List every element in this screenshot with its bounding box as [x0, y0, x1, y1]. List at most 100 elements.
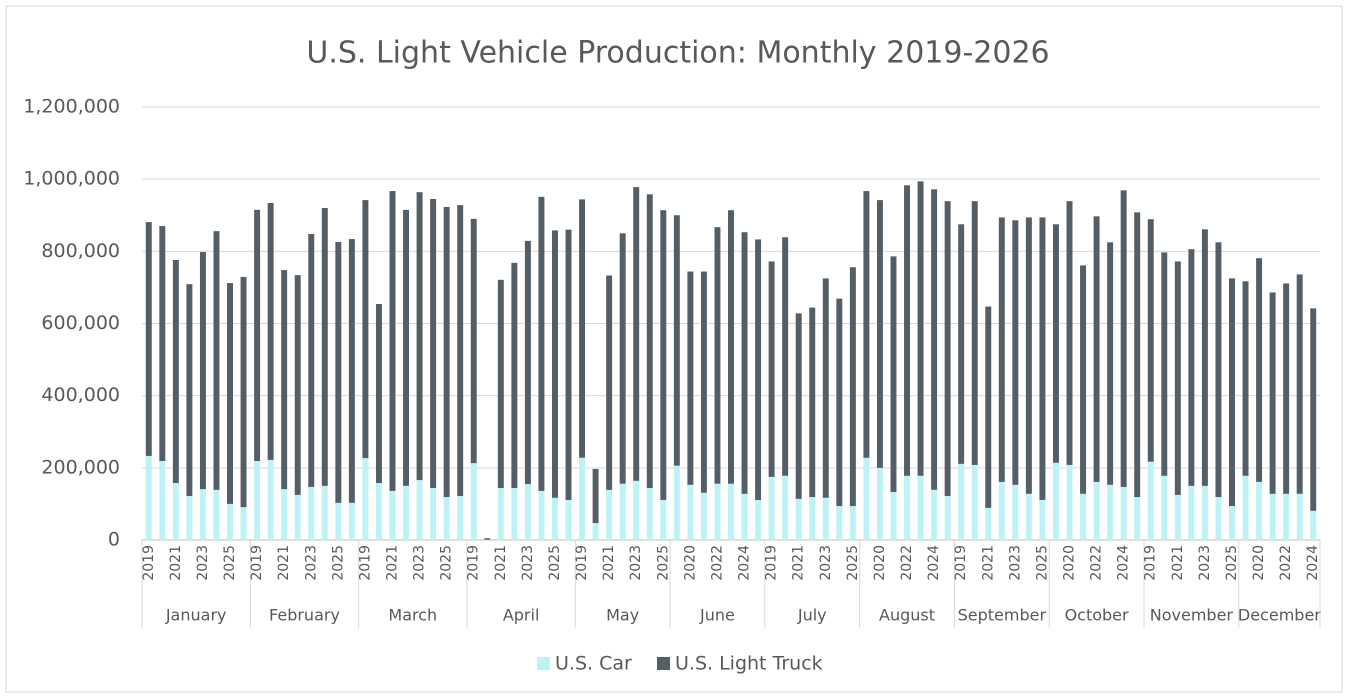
legend-swatch	[657, 657, 670, 670]
bar-segment	[1093, 216, 1100, 482]
group-label: February	[269, 606, 340, 625]
bar-segment	[389, 191, 396, 491]
x-tick-label: 2025	[1034, 545, 1050, 581]
bar-segment	[849, 267, 856, 507]
bar-segment	[294, 494, 301, 540]
x-tick-label: 2025	[547, 545, 563, 581]
bar-segment	[308, 486, 315, 540]
bar-segment	[335, 502, 342, 540]
bar-segment	[1296, 493, 1303, 540]
bar-segment	[917, 475, 924, 540]
bar-segment	[809, 497, 816, 540]
x-tick-label: 2021	[791, 545, 807, 581]
bar-segment	[511, 262, 518, 489]
x-tick-label: 2021	[168, 545, 184, 581]
bar-segment	[172, 482, 179, 540]
bar-segment	[240, 507, 247, 540]
bar-segment	[565, 229, 572, 500]
bar-segment	[497, 279, 504, 489]
group-label: November	[1150, 606, 1234, 625]
x-tick-label: 2019	[953, 545, 969, 581]
bar-segment	[1310, 510, 1317, 540]
bar-segment	[362, 200, 369, 459]
bar-segment	[619, 233, 626, 484]
bar-segment	[633, 480, 640, 540]
x-tick-label: 2025	[1224, 545, 1240, 581]
bar-segment	[497, 488, 504, 540]
bar-segment	[646, 488, 653, 540]
bar-segment	[768, 476, 775, 540]
x-tick-label: 2023	[303, 545, 319, 581]
bar-segment	[998, 217, 1005, 482]
bar-segment	[335, 241, 342, 503]
x-tick-label: 2024	[1116, 545, 1132, 581]
bar-segment	[673, 215, 680, 466]
bar-segment	[308, 234, 315, 487]
bar-segment	[822, 497, 829, 540]
x-tick-label: 2021	[384, 545, 400, 581]
bar-segment	[985, 306, 992, 508]
x-tick-label: 2019	[574, 545, 590, 581]
bar-segment	[186, 284, 193, 496]
bar-segment	[768, 261, 775, 477]
bar-segment	[172, 259, 179, 483]
x-tick-label: 2025	[330, 545, 346, 581]
bar-segment	[1215, 242, 1222, 498]
bar-segment	[1134, 497, 1141, 540]
bar-segment	[1120, 486, 1127, 540]
bar-segment	[1120, 190, 1127, 487]
bar-segment	[1107, 242, 1114, 485]
bar-segment	[700, 492, 707, 540]
bar-segment	[443, 497, 450, 540]
y-tick-label: 1,000,000	[23, 168, 120, 190]
bar-segment	[362, 458, 369, 540]
x-tick-label: 2019	[249, 545, 265, 581]
group-label: January	[165, 606, 227, 625]
bar-segment	[457, 495, 464, 540]
x-tick-label: 2020	[1251, 545, 1267, 581]
bar-segment	[971, 201, 978, 465]
bar-segment	[511, 488, 518, 540]
bar-segment	[199, 252, 206, 490]
bar-segment	[890, 492, 897, 540]
bar-segment	[1134, 212, 1141, 498]
bar-segment	[836, 298, 843, 507]
bar-segment	[1229, 278, 1235, 507]
bar-segment	[1080, 493, 1087, 540]
group-label: December	[1238, 606, 1321, 625]
bar-segment	[687, 271, 694, 485]
x-tick-label: 2022	[1089, 545, 1105, 581]
legend-label: U.S. Light Truck	[675, 653, 823, 675]
bar-segment	[998, 481, 1005, 540]
bar-segment	[1066, 464, 1073, 540]
bar-segment	[633, 187, 640, 481]
bar-segment	[1201, 485, 1208, 540]
bar-segment	[836, 506, 843, 540]
x-tick-label: 2025	[655, 545, 671, 581]
bar-segment	[551, 497, 558, 540]
bar-segment	[592, 523, 599, 540]
bar-segment	[606, 489, 613, 540]
bar-segment	[321, 485, 328, 540]
x-tick-label: 2020	[682, 545, 698, 581]
y-tick-label: 200,000	[41, 456, 120, 478]
bar-segment	[145, 455, 152, 540]
bar-segment	[213, 231, 220, 490]
group-label: June	[699, 606, 735, 625]
bar-segment	[822, 278, 829, 498]
bar-segment	[321, 208, 328, 486]
bar-segment	[240, 276, 247, 508]
bar-segment	[281, 270, 288, 490]
bar-segment	[1012, 220, 1019, 485]
bar-segment	[1229, 506, 1235, 540]
bar-segment	[1296, 274, 1303, 494]
y-tick-label: 1,200,000	[23, 96, 120, 118]
bar-segment	[1283, 283, 1290, 494]
bar-segment	[1066, 201, 1073, 465]
group-label: April	[503, 606, 540, 625]
bar-segment	[1039, 499, 1046, 540]
bar-segment	[971, 464, 978, 540]
bar-segment	[985, 507, 992, 540]
bar-segment	[660, 210, 667, 500]
